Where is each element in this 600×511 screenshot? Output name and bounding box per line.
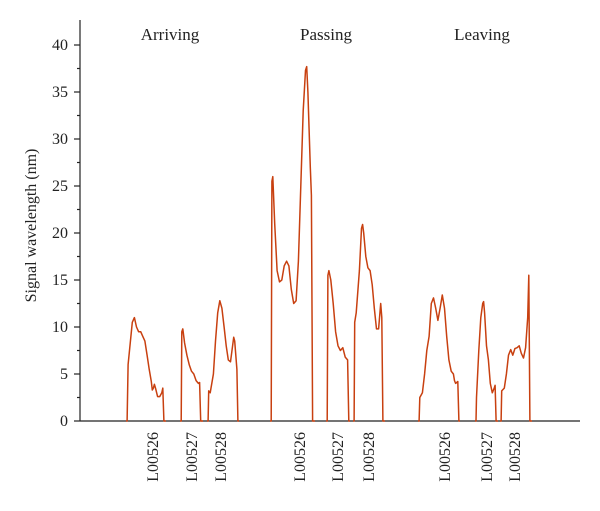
x-category-label: L00526 xyxy=(292,432,309,482)
x-category-label: L00528 xyxy=(507,432,524,482)
y-axis-ticks: 0 5 10 15 20 25 30 35 40 xyxy=(52,37,80,430)
y-tick-label: 40 xyxy=(52,37,68,54)
category-labels: Arriving L00526 L00527 L00528 Passing L00526 L… xyxy=(141,25,524,482)
x-category-label: L00527 xyxy=(184,432,201,482)
group-label-passing: Passing xyxy=(300,25,352,44)
y-tick-label: 0 xyxy=(60,413,68,430)
x-category-label: L00528 xyxy=(213,432,230,482)
group-label-arriving: Arriving xyxy=(141,25,200,44)
trace-passing-l00526 xyxy=(270,65,315,422)
y-tick-label: 10 xyxy=(52,319,68,336)
series-layer xyxy=(126,65,532,422)
chart-axes xyxy=(79,20,580,422)
y-axis-title: Signal wavelength (nm) xyxy=(23,149,40,303)
trace-arriving-l00527 xyxy=(180,328,203,422)
trace-passing-l00527 xyxy=(326,269,350,422)
trace-arriving-l00528 xyxy=(207,299,239,422)
trace-leaving-l00526 xyxy=(418,294,460,422)
y-tick-label: 35 xyxy=(52,84,68,101)
x-category-label: L00527 xyxy=(330,432,347,482)
x-category-label: L00526 xyxy=(437,432,454,482)
x-category-label: L00528 xyxy=(361,432,378,482)
trace-leaving-l00528 xyxy=(500,274,532,422)
trace-passing-l00528 xyxy=(353,223,385,422)
y-tick-label: 20 xyxy=(52,225,68,242)
group-label-leaving: Leaving xyxy=(454,25,510,44)
y-tick-label: 25 xyxy=(52,178,68,195)
y-tick-label: 5 xyxy=(60,366,68,383)
y-tick-label: 15 xyxy=(52,272,68,289)
x-category-label: L00527 xyxy=(479,432,496,482)
trace-arriving-l00526 xyxy=(126,316,166,422)
x-category-label: L00526 xyxy=(145,432,162,482)
y-tick-label: 30 xyxy=(52,131,68,148)
trace-leaving-l00527 xyxy=(475,300,498,422)
